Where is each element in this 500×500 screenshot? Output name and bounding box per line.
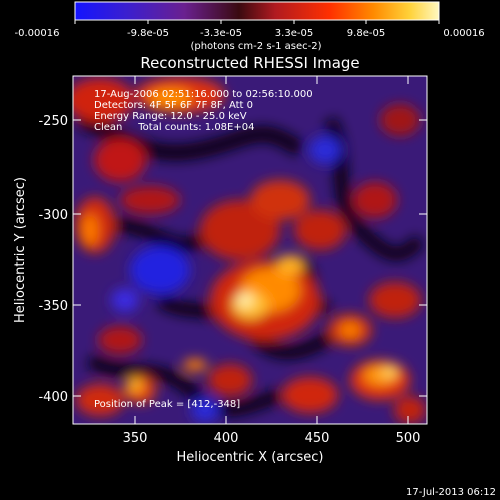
y-axis-label: Heliocentric Y (arcsec) bbox=[13, 177, 28, 323]
colorbar-tick-label: 3.3e-05 bbox=[275, 28, 313, 39]
x-tick-label: 450 bbox=[305, 431, 330, 446]
y-tick-label: -300 bbox=[38, 208, 68, 223]
rhessi-image bbox=[73, 76, 427, 424]
plot-title: Reconstructed RHESSI Image bbox=[140, 54, 359, 72]
energy-range-text: Energy Range: 12.0 - 25.0 keV bbox=[94, 111, 247, 122]
colorbar-tick-label: -3.3e-05 bbox=[200, 28, 242, 39]
colorbar-unit-label: (photons cm-2 s-1 asec-2) bbox=[190, 41, 321, 52]
x-tick-label: 400 bbox=[214, 431, 239, 446]
x-tick-label: 500 bbox=[396, 431, 421, 446]
y-tick-label: -350 bbox=[38, 299, 68, 314]
x-axis-label: Heliocentric X (arcsec) bbox=[177, 450, 324, 465]
footer-timestamp: 17-Jul-2013 06:12 bbox=[406, 487, 496, 498]
colorbar-ticks bbox=[74, 20, 440, 24]
colorbar-tick-label: -0.00016 bbox=[15, 28, 60, 39]
colorbar-tick-label: 9.8e-05 bbox=[347, 28, 385, 39]
plot-frame bbox=[72, 75, 428, 425]
x-tick-labels: 350 400 450 500 bbox=[123, 431, 421, 446]
x-axis-ticks bbox=[134, 76, 409, 424]
y-tick-label: -250 bbox=[38, 114, 68, 129]
y-tick-labels: -250 -300 -350 -400 bbox=[38, 114, 68, 405]
colorbar bbox=[74, 1, 440, 21]
algorithm-counts-text: Clean Total counts: 1.08E+04 bbox=[94, 122, 254, 133]
colorbar-tick-label: -9.8e-05 bbox=[127, 28, 169, 39]
time-range-text: 17-Aug-2006 02:51:16.000 to 02:56:10.000 bbox=[94, 89, 313, 100]
observation-info: 17-Aug-2006 02:51:16.000 to 02:56:10.000… bbox=[94, 89, 313, 133]
colorbar-tick-labels: -0.00016 -9.8e-05 -3.3e-05 3.3e-05 9.8e-… bbox=[15, 28, 485, 39]
y-axis-ticks bbox=[73, 119, 427, 397]
detectors-text: Detectors: 4F 5F 6F 7F 8F, Att 0 bbox=[94, 100, 253, 111]
peak-position-text: Position of Peak = [412,-348] bbox=[94, 399, 240, 410]
colorbar-tick-label: 0.00016 bbox=[443, 28, 484, 39]
x-tick-label: 350 bbox=[123, 431, 148, 446]
y-tick-label: -400 bbox=[38, 390, 68, 405]
